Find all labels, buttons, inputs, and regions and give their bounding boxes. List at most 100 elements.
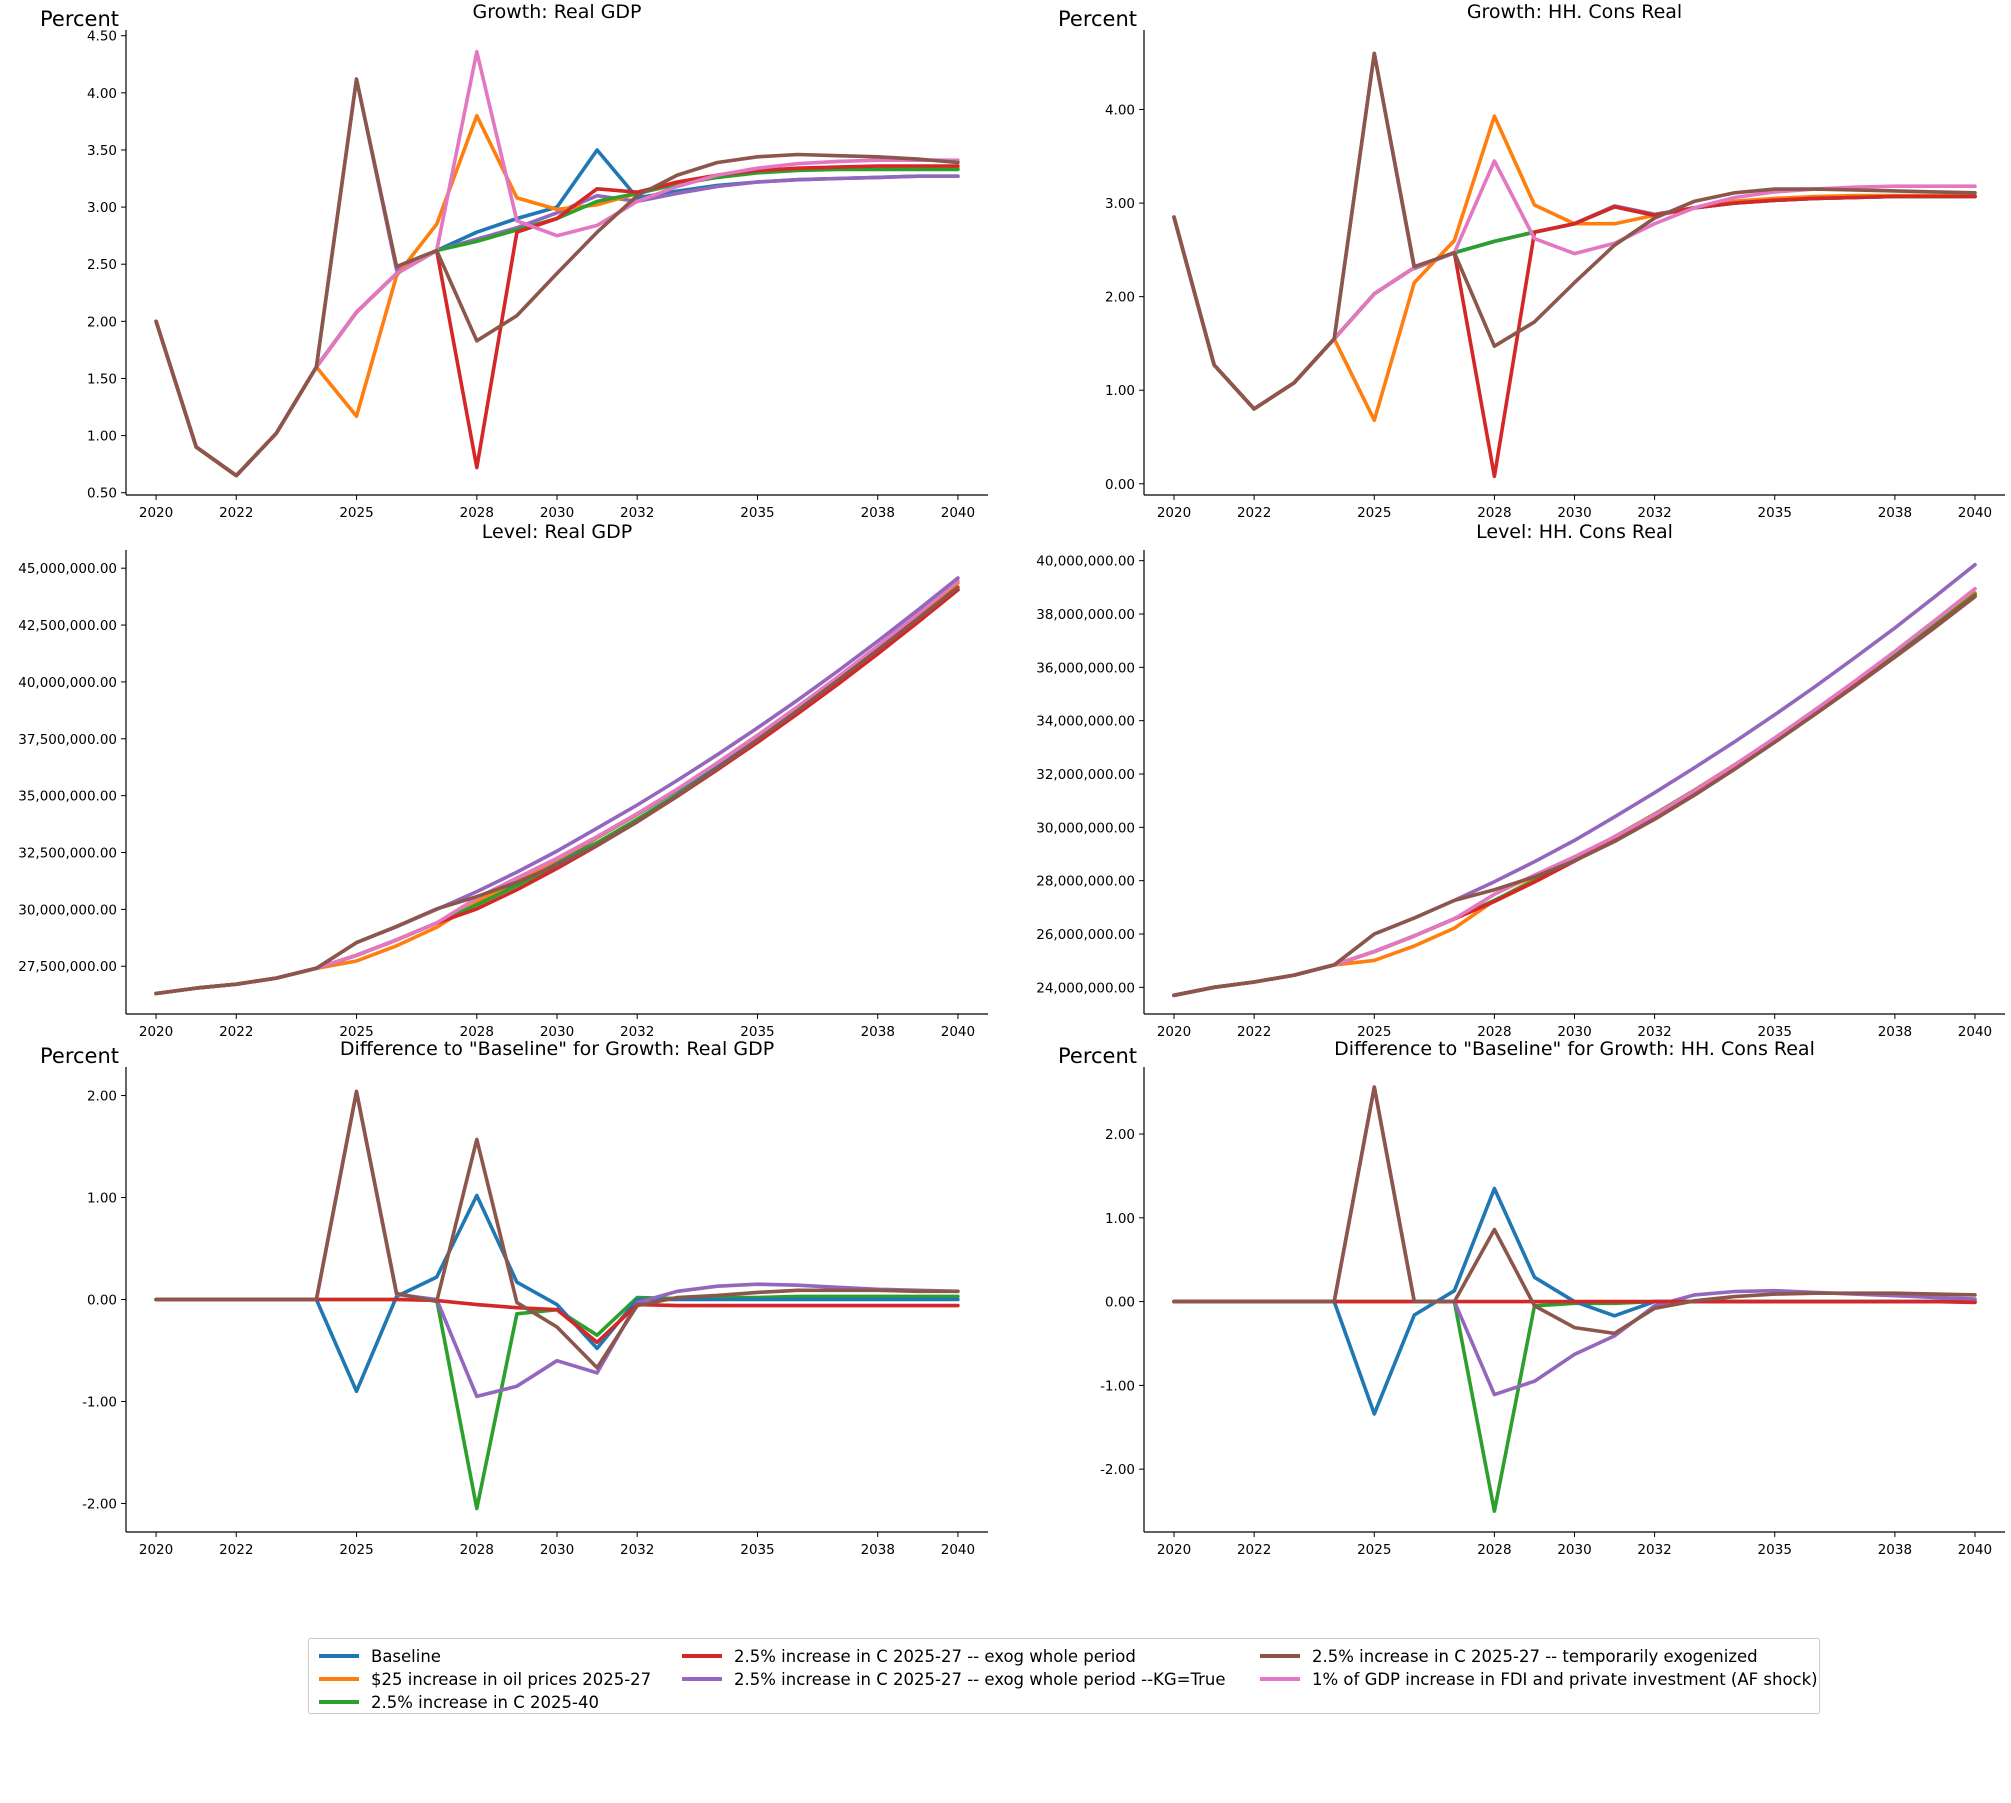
y-tick-label: 0.50 [87, 486, 117, 502]
x-tick-label: 2020 [1157, 505, 1191, 521]
legend-item-c2540: 2.5% increase in C 2025-40 [319, 1691, 599, 1713]
y-tick-label: 1.00 [87, 1191, 117, 1207]
y-tick-label: 2.50 [87, 257, 117, 273]
series-line-3 [154, 1089, 960, 1399]
y-tick-label: 32,000,000.00 [1036, 767, 1135, 783]
y-tick-label: 40,000,000.00 [1036, 554, 1135, 570]
x-tick-label: 2035 [740, 1542, 774, 1558]
y-tick-label: 34,000,000.00 [1036, 714, 1135, 730]
y-tick-label: 2.00 [1105, 290, 1135, 306]
x-tick-label: 2020 [1157, 1542, 1191, 1558]
legend-label: Baseline [371, 1646, 441, 1666]
x-tick-label: 2040 [941, 1024, 975, 1040]
chart-title: Level: HH. Cons Real [1476, 521, 1673, 543]
y-tick-label: -2.00 [1100, 1462, 1135, 1478]
legend-item-fdi: 1% of GDP increase in FDI and private in… [1260, 1668, 1818, 1690]
series-line-1 [1172, 1299, 1977, 1513]
legend-item-exog-kg: 2.5% increase in C 2025-27 -- exog whole… [682, 1668, 1226, 1690]
legend-swatch [1260, 1677, 1300, 1681]
legend-label: 2.5% increase in C 2025-27 -- temporaril… [1312, 1646, 1758, 1666]
x-tick-label: 2032 [620, 1024, 654, 1040]
series-line-3 [154, 587, 960, 996]
chart-title: Level: Real GDP [482, 521, 632, 543]
x-tick-label: 2030 [540, 1024, 574, 1040]
chart-panel-5: Difference to "Baseline" for Growth: Rea… [40, 1038, 988, 1558]
x-tick-label: 2022 [219, 1542, 253, 1558]
x-tick-label: 2035 [1758, 505, 1792, 521]
y-tick-label: 3.00 [87, 200, 117, 216]
series-line-3 [1172, 1085, 1977, 1397]
legend-label: $25 increase in oil prices 2025-27 [371, 1669, 652, 1689]
x-tick-label: 2032 [620, 505, 654, 521]
x-tick-label: 2035 [740, 1024, 774, 1040]
x-tick-label: 2028 [1477, 1024, 1511, 1040]
legend-label: 2.5% increase in C 2025-40 [371, 1692, 599, 1712]
series-line-1 [1172, 592, 1977, 998]
y-tick-label: 0.00 [1105, 1295, 1135, 1311]
y-axis-label: Percent [1058, 1044, 1137, 1068]
series-line-2 [1172, 591, 1977, 998]
x-tick-label: 2028 [1477, 505, 1511, 521]
chart-title: Difference to "Baseline" for Growth: HH.… [1334, 1038, 1815, 1060]
y-tick-label: 24,000,000.00 [1036, 980, 1135, 996]
series-line-1 [154, 148, 960, 478]
y-tick-label: 3.00 [1105, 196, 1135, 212]
y-tick-label: 2.00 [1105, 1127, 1135, 1143]
chart-panel-6: Difference to "Baseline" for Growth: HH.… [1058, 1038, 2005, 1558]
x-tick-label: 2020 [139, 505, 173, 521]
x-tick-label: 2035 [1758, 1542, 1792, 1558]
y-tick-label: 26,000,000.00 [1036, 927, 1135, 943]
x-tick-label: 2035 [1758, 1024, 1792, 1040]
series-line-4 [1172, 194, 1977, 411]
chart-title: Growth: HH. Cons Real [1467, 1, 1682, 23]
y-tick-label: 32,500,000.00 [18, 846, 117, 862]
x-tick-label: 2020 [139, 1542, 173, 1558]
x-tick-label: 2028 [460, 505, 494, 521]
legend-swatch [1260, 1654, 1300, 1658]
y-tick-label: 42,500,000.00 [18, 618, 117, 634]
y-tick-label: 1.00 [87, 429, 117, 445]
y-tick-label: 3.50 [87, 143, 117, 159]
series-line-5 [1172, 1085, 1977, 1336]
series-line-6 [1172, 562, 1977, 998]
x-tick-label: 2025 [339, 1542, 373, 1558]
chart-title: Difference to "Baseline" for Growth: Rea… [340, 1038, 774, 1060]
series-line-5 [1172, 586, 1977, 998]
x-tick-label: 2040 [1958, 505, 1992, 521]
series-line-7 [1172, 594, 1977, 998]
y-tick-label: 2.00 [87, 314, 117, 330]
y-tick-label: 45,000,000.00 [18, 561, 117, 577]
x-tick-label: 2038 [861, 505, 895, 521]
series-line-6 [154, 576, 960, 996]
series-line-1 [1172, 194, 1977, 411]
x-tick-label: 2025 [339, 505, 373, 521]
x-tick-label: 2038 [861, 1542, 895, 1558]
legend-label: 2.5% increase in C 2025-27 -- exog whole… [734, 1669, 1226, 1689]
x-tick-label: 2028 [460, 1542, 494, 1558]
series-line-6 [154, 49, 960, 478]
series-line-7 [154, 77, 960, 478]
y-tick-label: -1.00 [82, 1394, 117, 1410]
x-tick-label: 2022 [219, 505, 253, 521]
x-tick-label: 2020 [139, 1024, 173, 1040]
y-axis-label: Percent [40, 1044, 119, 1068]
x-tick-label: 2030 [540, 1542, 574, 1558]
y-tick-label: -1.00 [1100, 1378, 1135, 1394]
y-tick-label: 1.00 [1105, 383, 1135, 399]
x-tick-label: 2028 [460, 1024, 494, 1040]
series-line-4 [154, 167, 960, 478]
series-line-7 [154, 585, 960, 996]
x-tick-label: 2035 [740, 505, 774, 521]
x-tick-label: 2022 [1237, 505, 1271, 521]
chart-panel-1: Growth: Real GDP Percent 2020 2022 2025 2028 2… [40, 1, 988, 521]
legend-swatch [319, 1700, 359, 1704]
x-tick-label: 2038 [1878, 505, 1912, 521]
x-tick-label: 2032 [620, 1542, 654, 1558]
legend-item-oil: $25 increase in oil prices 2025-27 [319, 1668, 651, 1690]
x-tick-label: 2020 [1157, 1024, 1191, 1040]
x-tick-label: 2025 [1357, 1542, 1391, 1558]
x-tick-label: 2040 [1958, 1024, 1992, 1040]
x-tick-label: 2028 [1477, 1542, 1511, 1558]
series-line-2 [1172, 51, 1977, 411]
